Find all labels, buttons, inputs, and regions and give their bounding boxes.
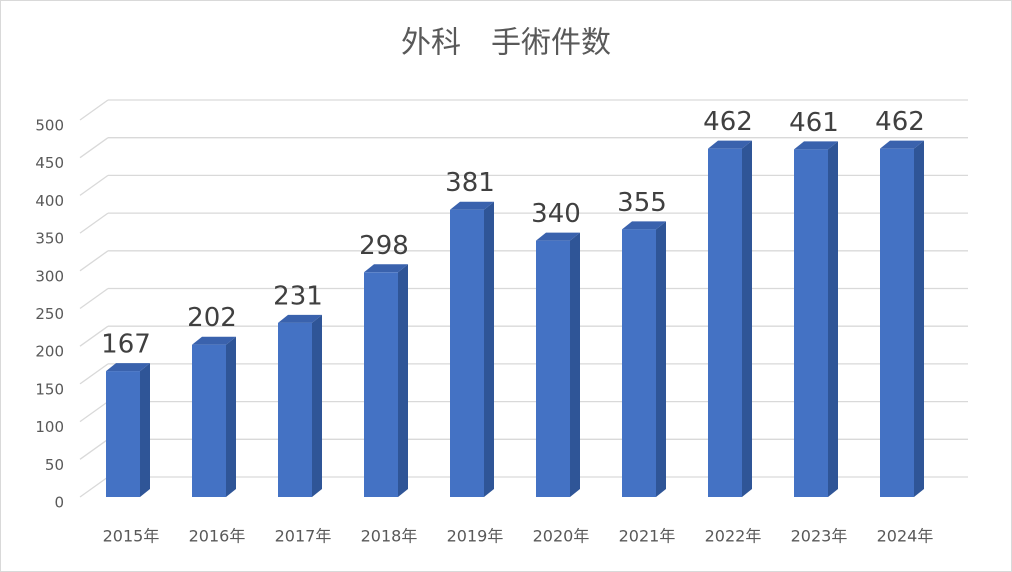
x-tick-label: 2020年 (533, 527, 590, 546)
grid-line (79, 99, 109, 121)
chart-title: 外科 手術件数 (401, 26, 611, 61)
bar-face (708, 148, 742, 498)
bar-face (536, 232, 580, 241)
grid-line (79, 212, 109, 234)
bar (794, 141, 838, 497)
x-tick-label: 2017年 (275, 527, 332, 546)
bar-face (622, 221, 666, 230)
value-label: 355 (617, 188, 667, 218)
grid-line (79, 476, 109, 498)
bar-face (192, 336, 236, 345)
bar (622, 221, 666, 497)
bar (536, 232, 580, 497)
bar-face (622, 229, 656, 497)
x-tick-label: 2019年 (447, 527, 504, 546)
x-tick-label: 2024年 (877, 527, 934, 546)
y-tick-label: 400 (35, 192, 64, 210)
y-tick-label: 150 (35, 380, 64, 398)
grid-line (79, 250, 109, 272)
bar (192, 336, 236, 497)
y-tick-label: 50 (45, 456, 64, 474)
bar-face (914, 140, 924, 498)
value-label: 340 (531, 199, 581, 229)
bar (708, 140, 752, 498)
value-label: 167 (101, 330, 151, 360)
x-tick-label: 2022年 (705, 527, 762, 546)
bar-face (450, 201, 494, 210)
bar-face (278, 314, 322, 323)
bar-face (708, 140, 752, 149)
bar-face (450, 209, 484, 497)
bar-face (536, 240, 570, 497)
value-label: 462 (703, 107, 753, 137)
grid-line (79, 401, 109, 423)
grid-line (79, 363, 109, 385)
y-tick-label: 500 (35, 117, 64, 135)
value-label: 202 (187, 303, 237, 333)
bar-face (364, 264, 408, 273)
bar-face (106, 363, 150, 372)
grid-line (79, 174, 109, 196)
bar-face (364, 272, 398, 497)
x-tick-label: 2023年 (791, 527, 848, 546)
y-tick-label: 250 (35, 305, 64, 323)
bar-face (880, 148, 914, 498)
bar-face (794, 141, 838, 150)
value-label: 298 (359, 231, 409, 261)
bar-face (192, 344, 226, 497)
bar-face (742, 140, 752, 498)
grid-line (79, 325, 109, 347)
value-label: 231 (273, 281, 323, 311)
y-tick-label: 0 (54, 494, 64, 512)
bar-face (880, 140, 924, 149)
bar (106, 363, 150, 497)
x-tick-label: 2018年 (361, 527, 418, 546)
bar-face (794, 149, 828, 497)
grid-line (79, 137, 109, 159)
bar-face (226, 336, 236, 497)
bar (450, 201, 494, 497)
value-label: 462 (875, 107, 925, 137)
bar-face (828, 141, 838, 497)
y-tick-label: 350 (35, 230, 64, 248)
x-tick-label: 2021年 (619, 527, 676, 546)
bar-face (570, 232, 580, 497)
bar (278, 314, 322, 497)
bar-face (484, 201, 494, 497)
bar-face (278, 322, 312, 497)
bar-face (106, 371, 140, 497)
bar-face (140, 363, 150, 497)
y-tick-label: 450 (35, 154, 64, 172)
value-label: 381 (445, 168, 495, 198)
bar-face (312, 314, 322, 497)
x-tick-label: 2016年 (189, 527, 246, 546)
y-tick-label: 100 (35, 418, 64, 436)
grid-line (79, 438, 109, 460)
value-label: 461 (789, 108, 839, 138)
bar-face (398, 264, 408, 497)
bar (880, 140, 924, 498)
y-tick-label: 200 (35, 343, 64, 361)
bar-face (656, 221, 666, 497)
bar (364, 264, 408, 497)
grid-line (79, 287, 109, 310)
y-tick-label: 300 (35, 267, 64, 285)
x-tick-label: 2015年 (103, 527, 160, 546)
